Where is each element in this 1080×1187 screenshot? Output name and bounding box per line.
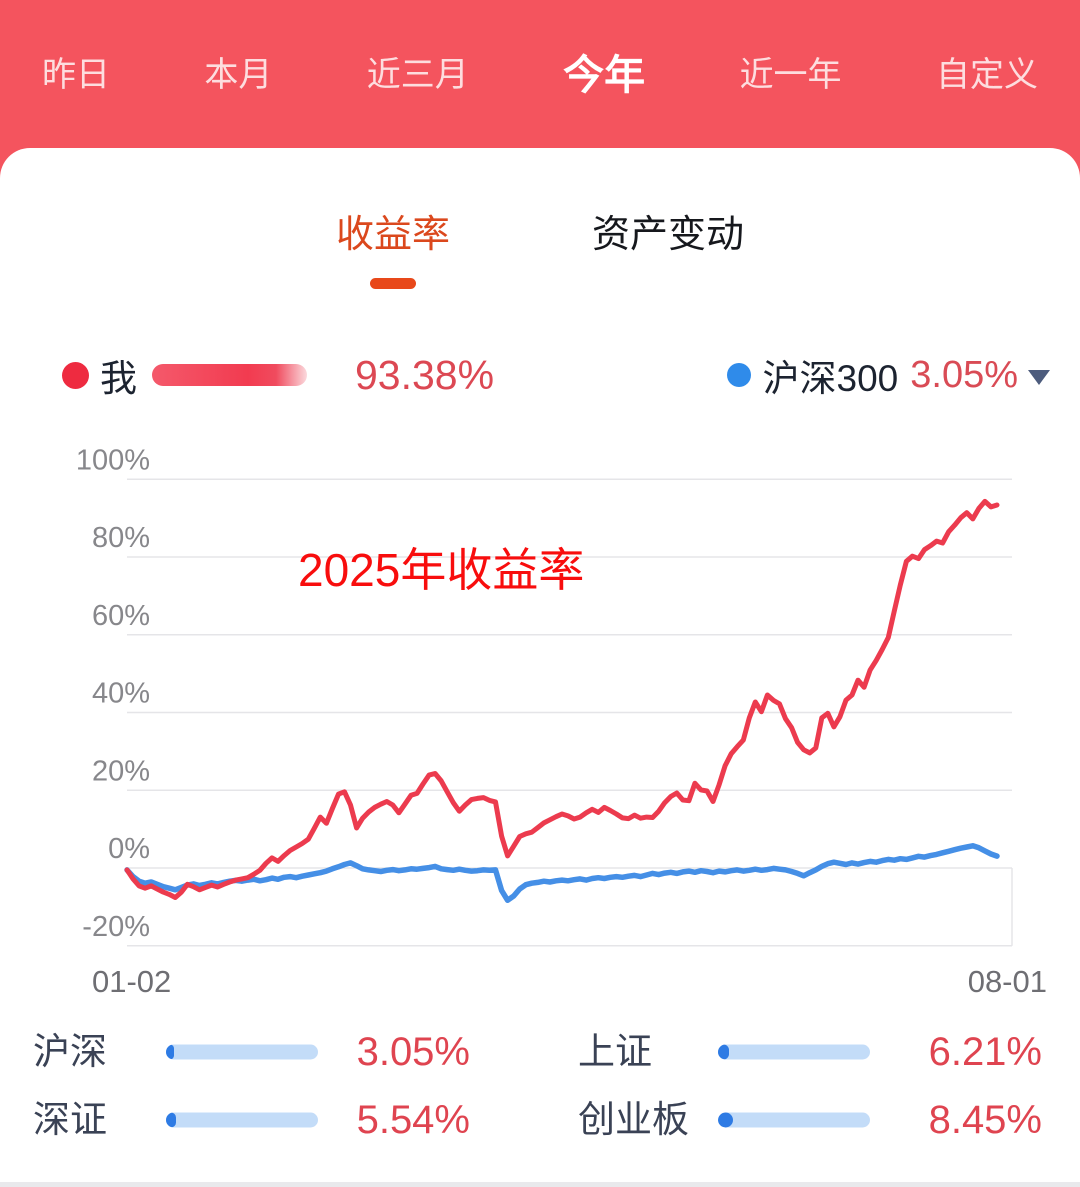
index-progress-fill (718, 1112, 734, 1128)
my-series-label: 我 (100, 358, 137, 399)
x-axis-label-start: 01-02 (92, 964, 171, 999)
y-axis-tick-label: 20% (92, 755, 150, 787)
benchmark-line (124, 843, 1000, 904)
return-chart[interactable]: 100% 80% 60% 40% 20% 0% -20% 01-02 08-01 2025年收益… (0, 430, 1080, 1010)
active-tab-underline (369, 278, 416, 289)
period-tab-1-year[interactable]: 近一年 (739, 55, 842, 94)
period-tab-yesterday[interactable]: 昨日 (42, 55, 110, 94)
index-value: 5.54% (356, 1098, 470, 1142)
y-axis-tick-label: 100% (76, 444, 150, 476)
index-item-hushen: 沪深 3.05% (33, 1030, 470, 1074)
index-item-shangzheng: 上证 6.21% (578, 1030, 1042, 1074)
benchmark-label: 沪深300 (762, 358, 899, 399)
x-axis-label-end: 08-01 (968, 964, 1047, 999)
y-axis-tick-label: 0% (108, 833, 150, 865)
benchmark-selector[interactable]: 沪深300 3.05% (726, 348, 1050, 402)
chart-annotation: 2025年收益率 (298, 544, 585, 596)
tab-return-rate[interactable]: 收益率 (335, 212, 450, 289)
index-item-chuangyeban: 创业板 8.45% (578, 1098, 1042, 1142)
my-return-value: 93.38% (355, 351, 495, 398)
card-tabs: 收益率 资产变动 (0, 212, 1080, 289)
tab-asset-change[interactable]: 资产变动 (592, 212, 744, 258)
index-label: 沪深 (33, 1031, 107, 1072)
period-tab-3-months[interactable]: 近三月 (366, 55, 469, 94)
y-axis-tick-label: -20% (82, 911, 150, 943)
chevron-down-icon[interactable] (1028, 369, 1050, 385)
benchmark-value: 3.05% (910, 353, 1018, 396)
index-progress-bar (166, 1112, 318, 1128)
my-return-gradient-bar (152, 364, 307, 386)
index-label: 深证 (33, 1099, 107, 1140)
tab-return-rate-label: 收益率 (335, 214, 450, 256)
index-label: 创业板 (578, 1099, 689, 1140)
index-label: 上证 (578, 1031, 652, 1072)
period-tab-this-year[interactable]: 今年 (563, 52, 646, 98)
index-progress-bar (718, 1112, 870, 1128)
my-series-legend: 我 93.38% (62, 348, 494, 402)
period-tabs-bar: 昨日 本月 近三月 今年 近一年 自定义 (0, 0, 1080, 148)
index-progress-bar (718, 1044, 870, 1060)
y-axis-tick-label: 60% (92, 600, 150, 632)
index-progress-fill (718, 1044, 730, 1060)
index-value: 8.45% (928, 1098, 1042, 1142)
index-value: 6.21% (928, 1030, 1042, 1074)
period-tab-this-month[interactable]: 本月 (204, 55, 273, 94)
chart-card: 收益率 资产变动 我 93.38% 沪深300 3.05% (0, 148, 1080, 1182)
benchmark-dot-icon (726, 363, 751, 387)
index-progress-fill (166, 1044, 174, 1060)
chart-legend: 我 93.38% 沪深300 3.05% (0, 348, 1080, 399)
y-axis-tick-label: 40% (92, 678, 150, 710)
period-tab-custom[interactable]: 自定义 (935, 55, 1038, 94)
my-return-line (124, 498, 1000, 900)
tab-asset-change-label: 资产变动 (592, 214, 745, 256)
index-progress-fill (166, 1112, 176, 1128)
bottom-edge-strip (0, 1182, 1080, 1187)
index-item-shenzheng: 深证 5.54% (33, 1098, 470, 1142)
index-progress-bar (166, 1044, 318, 1060)
my-series-dot-icon (62, 361, 89, 389)
y-axis-tick-label: 80% (92, 522, 150, 554)
index-value: 3.05% (356, 1030, 470, 1074)
return-chart-svg[interactable]: 100% 80% 60% 40% 20% 0% -20% 01-02 08-01 (0, 430, 1080, 1010)
